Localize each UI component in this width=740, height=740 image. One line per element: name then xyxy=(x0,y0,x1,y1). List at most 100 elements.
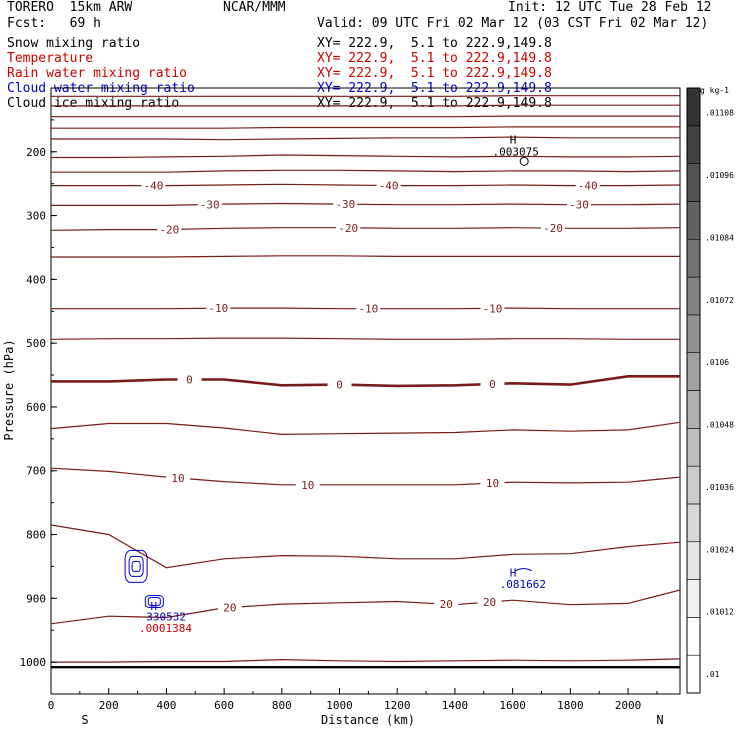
x-tick-label: 1600 xyxy=(499,699,526,712)
y-tick-label: 600 xyxy=(26,401,46,414)
cloud-water-contour xyxy=(515,568,532,572)
isotherm-label-bg xyxy=(206,302,231,314)
colorbar-label: .01108 xyxy=(705,109,734,118)
colorbar-label: .01072 xyxy=(705,296,734,305)
valid-time: Valid: 09 UTC Fri 02 Mar 12 (03 CST Fri … xyxy=(317,16,709,31)
contour-annotation: .081662 xyxy=(500,578,546,591)
x-tick-label: 1400 xyxy=(442,699,469,712)
x-tick-label: 0 xyxy=(48,699,55,712)
colorbar-swatch xyxy=(686,163,701,202)
x-tick-label: 1000 xyxy=(326,699,353,712)
colorbar-swatch xyxy=(686,428,701,467)
isotherm-label: 20 xyxy=(440,598,453,611)
x-tick-label: 1200 xyxy=(384,699,411,712)
colorbar-label: .01 xyxy=(705,670,720,679)
cloud-water-contour xyxy=(147,597,161,607)
isotherm-line xyxy=(50,337,680,340)
isotherm-label: 20 xyxy=(483,596,496,609)
x-tick-label: 2000 xyxy=(615,699,642,712)
isotherm-label: -20 xyxy=(338,222,358,235)
isotherm-label-bg xyxy=(376,179,401,191)
cloud-water-contour xyxy=(128,555,144,577)
colorbar-swatch xyxy=(686,352,701,391)
y-tick-label: 200 xyxy=(26,146,46,159)
isotherm-label: -30 xyxy=(200,198,220,211)
snow-contour xyxy=(519,156,529,166)
plot-frame xyxy=(50,87,681,695)
contour-annotation: .0001384 xyxy=(139,622,192,635)
isotherm-label-bg xyxy=(480,378,505,390)
isotherm-line xyxy=(51,136,680,141)
colorbar-swatch xyxy=(686,503,701,543)
isotherm-line xyxy=(50,589,681,625)
isotherm-label: 0 xyxy=(186,374,193,387)
xy-temperature: XY= 222.9, 5.1 to 222.9,149.8 xyxy=(317,51,552,66)
isotherm-label: -20 xyxy=(543,222,563,235)
contour-annotation: H xyxy=(151,600,158,613)
isotherm-label-bg xyxy=(197,198,222,210)
isotherm-line xyxy=(51,658,681,663)
isotherm-label-bg xyxy=(333,198,358,210)
isotherm-label: -40 xyxy=(578,180,598,193)
y-tick-label: 400 xyxy=(26,273,46,286)
legend-cloud-ice: Cloud ice mixing ratio xyxy=(7,96,180,111)
xy-snow: XY= 222.9, 5.1 to 222.9,149.8 xyxy=(317,36,552,51)
isotherm-label-bg xyxy=(567,198,592,210)
colorbar-swatch xyxy=(686,87,701,127)
colorbar-swatch xyxy=(686,541,701,580)
isotherm-label-bg xyxy=(434,598,459,610)
cloud-water-contour xyxy=(131,560,141,572)
colorbar-label: .01036 xyxy=(705,483,734,492)
isotherm-line xyxy=(50,227,681,231)
colorbar-unit: g kg-1 xyxy=(700,86,729,95)
colorbar-swatch xyxy=(686,201,701,240)
isotherm-label: -30 xyxy=(335,198,355,211)
x-tick-label: 400 xyxy=(156,699,176,712)
y-axis-label: Pressure (hPa) xyxy=(2,339,16,440)
contour-annotation: H xyxy=(510,133,517,146)
isotherm-label: 10 xyxy=(171,472,184,485)
isotherm-label-bg xyxy=(327,378,352,390)
colorbar-label: .01048 xyxy=(705,421,734,430)
y-tick-label: 500 xyxy=(26,337,46,350)
isotherm-line xyxy=(50,421,681,436)
isotherm-label-bg xyxy=(295,478,320,490)
y-tick-label: 900 xyxy=(26,592,46,605)
organization: NCAR/MMM xyxy=(223,0,286,15)
colorbar-swatch xyxy=(686,390,701,429)
y-tick-label: 300 xyxy=(26,210,46,223)
isotherm-line xyxy=(51,104,680,107)
isotherm-line xyxy=(51,255,680,258)
model-title: TORERO 15km ARW xyxy=(7,0,133,15)
isotherm-label: -10 xyxy=(208,302,228,315)
isotherm-label: 0 xyxy=(336,379,343,392)
isotherm-label-bg xyxy=(165,472,190,484)
isotherm-label: -10 xyxy=(358,303,378,316)
y-tick-label: 700 xyxy=(26,465,46,478)
x-tick-label: 600 xyxy=(214,699,234,712)
cloud-water-contour xyxy=(144,595,164,609)
isotherm-label: -10 xyxy=(483,302,503,315)
isotherm-label-bg xyxy=(477,596,502,608)
isotherm-line xyxy=(51,169,681,173)
xy-rain: XY= 222.9, 5.1 to 222.9,149.8 xyxy=(317,66,552,81)
contour-annotation: 330532 xyxy=(146,611,186,624)
isotherm-label-bg xyxy=(575,179,600,191)
isotherm-label-bg xyxy=(541,222,566,234)
legend-snow: Snow mixing ratio xyxy=(7,36,141,51)
isotherm-label-bg xyxy=(157,223,182,235)
isotherm-label: 10 xyxy=(486,477,499,490)
colorbar-label: .01012 xyxy=(705,608,734,617)
isotherm-line xyxy=(51,115,680,118)
isotherm-label-bg xyxy=(480,477,505,489)
xy-cloud-ice: XY= 222.9, 5.1 to 222.9,149.8 xyxy=(317,96,552,111)
isotherm-label-bg xyxy=(217,601,242,613)
isotherm-line xyxy=(50,524,681,569)
contour-annotation: .003075 xyxy=(492,146,538,159)
colorbar-frame xyxy=(686,87,701,694)
legend-rain: Rain water mixing ratio xyxy=(7,66,188,81)
colorbar-label: .01084 xyxy=(705,233,734,242)
colorbar-swatch xyxy=(686,314,701,353)
x-axis-label: Distance (km) xyxy=(321,713,415,727)
